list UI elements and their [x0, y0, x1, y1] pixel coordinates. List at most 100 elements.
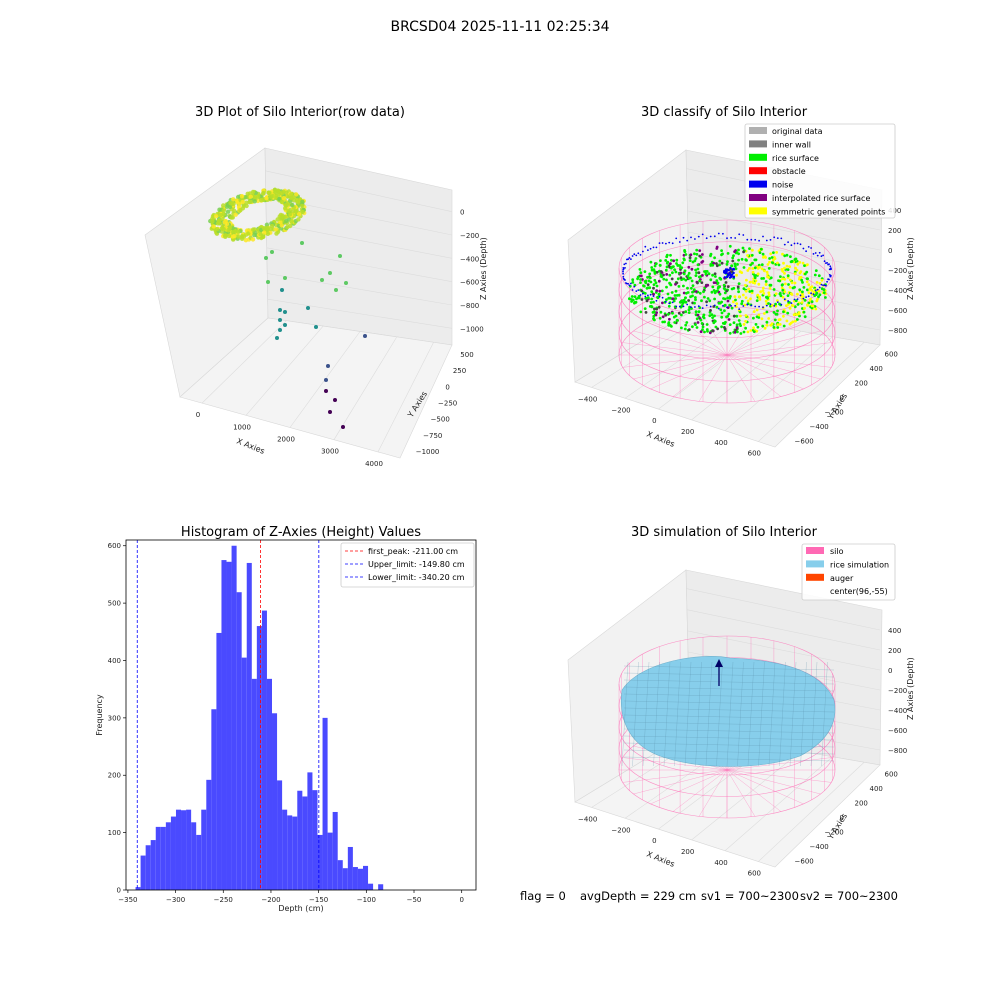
raw3d-pane-floor: [179, 317, 453, 459]
hist-bar: [221, 560, 227, 890]
sim3d-legend-label: rice simulation: [830, 560, 889, 569]
hist-xlabel: Depth (cm): [278, 904, 323, 913]
hist-bar: [261, 610, 267, 890]
hist-bar: [332, 811, 338, 890]
classify3d-y-tick: −200: [825, 409, 844, 417]
raw3d-y-tick: −1000: [416, 448, 440, 456]
sim3d-y-tick: 400: [870, 785, 883, 793]
raw3d-y-tick: −250: [438, 400, 457, 408]
hist-y-tick: 400: [108, 657, 121, 665]
raw3d-y-tick: −750: [423, 432, 442, 440]
hist-bar: [201, 809, 207, 890]
hist-bar: [302, 796, 308, 890]
hist-bar: [165, 822, 171, 890]
hist-y-tick: 600: [108, 542, 121, 550]
classify3d-legend-swatch: [749, 180, 767, 188]
classify3d-y-tick: 600: [885, 350, 898, 358]
hist-x-tick: −350: [118, 896, 137, 904]
sim3d-pane-floor: [574, 731, 881, 868]
hist-bar: [175, 809, 182, 890]
raw3d-x-tick: 4000: [365, 460, 383, 468]
sim3d-z-tick: 0: [888, 667, 892, 675]
sim3d-z-tick: 400: [888, 627, 901, 635]
hist-legend-label: Upper_limit: -149.80 cm: [368, 560, 465, 569]
hist-legend-label: Lower_limit: -340.20 cm: [368, 573, 465, 582]
hist-title: Histogram of Z-Axies (Height) Values: [181, 525, 421, 540]
hist-bar: [352, 867, 358, 890]
hist-bar: [216, 632, 222, 890]
classify3d-x-tick: −200: [611, 406, 630, 414]
hist-bar: [256, 626, 262, 890]
sim3d-x-tick: −200: [611, 826, 630, 834]
sim3d-legend-swatch: [806, 547, 824, 554]
sim3d-legend-swatch: [806, 573, 824, 581]
raw3d-z-tick: −600: [460, 279, 479, 287]
classify3d-zlabel: Z Axies (Depth): [906, 237, 915, 300]
footer-stats: flag = 0 avgDepth = 229 cm sv1 = 700~230…: [520, 889, 898, 903]
raw3d-title: 3D Plot of Silo Interior(row data): [195, 105, 405, 120]
hist-bar: [362, 865, 369, 890]
raw3d-x-tick: 2000: [277, 436, 295, 444]
classify3d-xlabel: X Axies: [645, 430, 676, 449]
hist-bar: [312, 790, 318, 890]
raw3d-z-tick: −1000: [460, 325, 484, 333]
sim3d-y-tick: −400: [810, 843, 829, 851]
raw3d-y-tick: −500: [431, 416, 450, 424]
hist-bar: [327, 832, 333, 890]
sim3d-title: 3D simulation of Silo Interior: [631, 525, 818, 540]
hist-bar: [145, 845, 151, 890]
classify3d-legend-swatch: [749, 140, 767, 148]
classify3d-title: 3D classify of Silo Interior: [641, 105, 808, 120]
classify3d-x-ticks: −400 −200 0 200 400 600: [578, 395, 761, 457]
hist-bar: [347, 846, 353, 890]
hist-bar: [266, 678, 272, 890]
hist-bar: [282, 809, 288, 890]
sim3d-x-ticks: −400 −200 0 200 400 600: [578, 815, 761, 877]
sim3d-z-tick: −400: [888, 707, 907, 715]
classify3d-z-tick: −200: [888, 267, 907, 275]
raw3d-zlabel: Z Axies (Depth): [479, 237, 488, 300]
raw3d-z-tick: −400: [460, 255, 479, 263]
sim3d-x-tick: 200: [681, 848, 694, 856]
hist-y-ticks: 0 100 200 300 400 500 600: [108, 542, 126, 895]
classify3d-z-tick: 200: [888, 227, 901, 235]
classify3d-x-tick: 200: [681, 428, 694, 436]
classify3d-y-tick: −400: [810, 423, 829, 431]
hist-bar: [206, 779, 212, 890]
hist-bar: [226, 561, 232, 890]
hist-bar: [186, 809, 192, 890]
classify3d-y-tick: 0: [840, 394, 844, 402]
hist-bar: [287, 815, 293, 890]
hist-legend-label: first_peak: -211.00 cm: [368, 547, 458, 556]
footer-avg-depth: avgDepth = 229 cm: [580, 889, 696, 903]
hist-legend: first_peak: -211.00 cm Upper_limit: -149.…: [340, 542, 475, 588]
hist-bar: [317, 834, 323, 890]
classify3d-ylabel: Y Axies: [826, 392, 850, 422]
classify3d-legend-label: obstacle: [772, 167, 806, 176]
sim3d-rice-surface: [620, 656, 836, 767]
classify3d-legend-swatch: [749, 207, 767, 215]
hist-bar: [251, 678, 257, 890]
raw3d-pane-back: [264, 147, 453, 346]
hist-bar: [322, 717, 328, 890]
classify3d-legend-label: rice surface: [772, 154, 819, 163]
sim3d-y-tick: 0: [840, 814, 844, 822]
hist-x-tick: −300: [166, 896, 185, 904]
classify3d-x-tick: −400: [578, 395, 597, 403]
hist-x-tick: −100: [357, 896, 376, 904]
classify3d-y-tick: 400: [870, 365, 883, 373]
classify3d-y-tick: −600: [795, 438, 814, 446]
hist-bar: [297, 790, 303, 890]
sim3d-z-tick: −600: [888, 727, 907, 735]
sim3d-y-tick: −200: [825, 829, 844, 837]
hist-y-tick: 500: [108, 600, 121, 608]
hist-y-tick: 200: [108, 772, 121, 780]
sim3d-xlabel: X Axies: [645, 850, 676, 869]
sim3d-legend-label: auger: [830, 574, 854, 583]
hist-y-tick: 100: [108, 829, 121, 837]
subplot-raw-3d: 3D Plot of Silo Interior(row data) 0 1000…: [144, 105, 488, 468]
hist-bar: [181, 810, 187, 890]
hist-bar: [231, 545, 237, 890]
